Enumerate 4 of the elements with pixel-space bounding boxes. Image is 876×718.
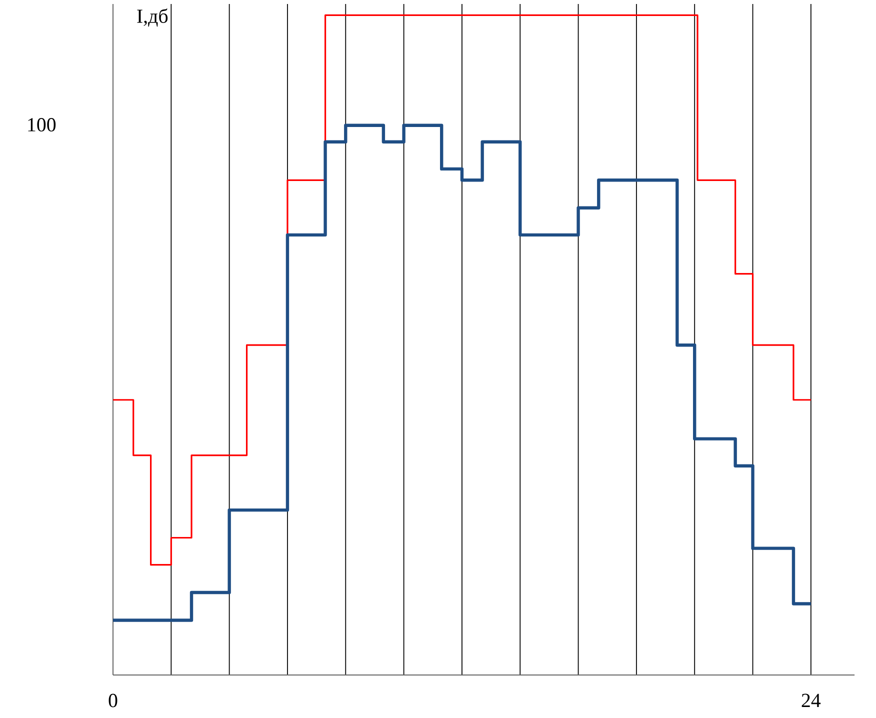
- x-tick-label: 0: [108, 694, 118, 708]
- text: 100: [28, 118, 56, 132]
- y-axis-title: I,дб: [137, 8, 168, 27]
- x-tick-label: 24: [802, 694, 821, 707]
